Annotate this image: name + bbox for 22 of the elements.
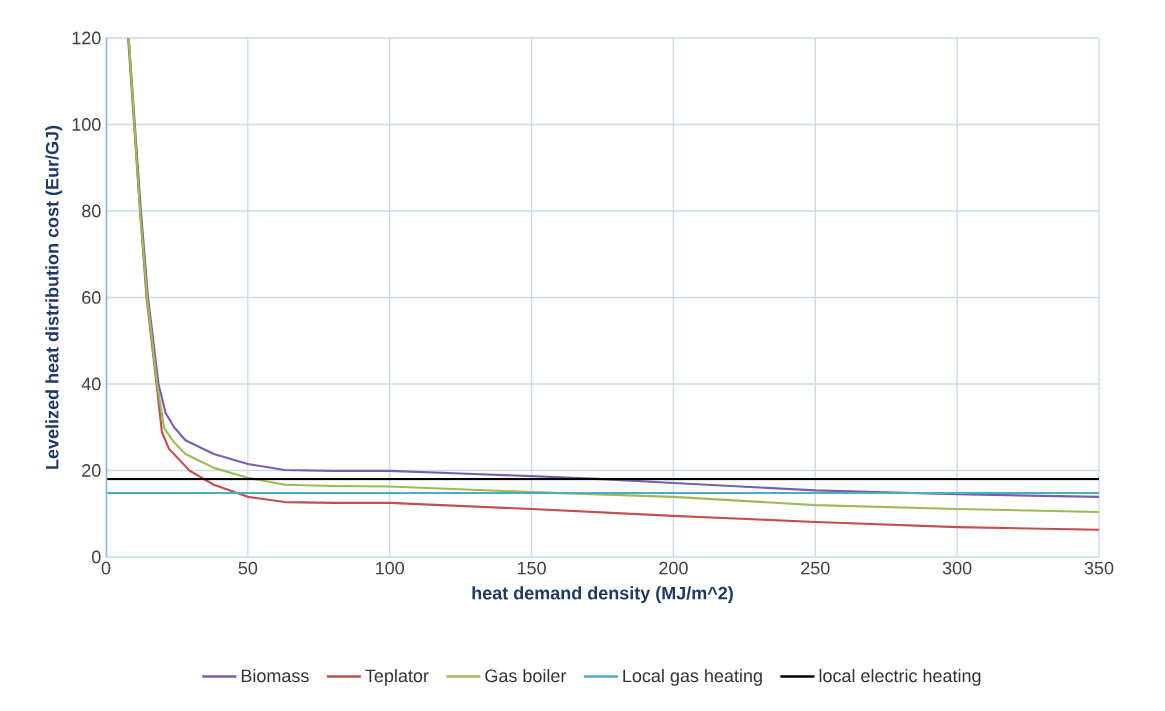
- y-tick-label: 60: [82, 291, 101, 304]
- legend-label: Teplator: [365, 668, 429, 686]
- y-tick-label: 40: [81, 377, 101, 391]
- y-tick-label: 100: [72, 118, 101, 131]
- x-tick-label: 100: [376, 561, 405, 575]
- x-axis-title: heat demand density (MJ/m^2): [472, 586, 733, 604]
- legend-label: Biomass: [241, 668, 309, 683]
- x-tick-label: 50: [238, 561, 258, 575]
- y-tick-label: 120: [72, 31, 101, 45]
- x-tick-label: 0: [101, 561, 111, 575]
- x-tick-label: 300: [942, 561, 972, 575]
- legend-label: local electric heating: [819, 668, 981, 686]
- x-tick-label: 150: [517, 561, 546, 575]
- y-tick-label: 0: [92, 550, 101, 564]
- legend-label: Local gas heating: [623, 668, 762, 686]
- legend-label: Gas boiler: [485, 668, 567, 683]
- y-axis-title: Levelized heat distribution cost (Eur/GJ): [45, 125, 63, 469]
- x-tick-label: 250: [801, 561, 830, 575]
- x-tick-label: 350: [1084, 561, 1114, 575]
- x-tick-label: 200: [659, 561, 688, 575]
- y-tick-label: 20: [82, 464, 101, 477]
- y-tick-label: 80: [82, 204, 101, 218]
